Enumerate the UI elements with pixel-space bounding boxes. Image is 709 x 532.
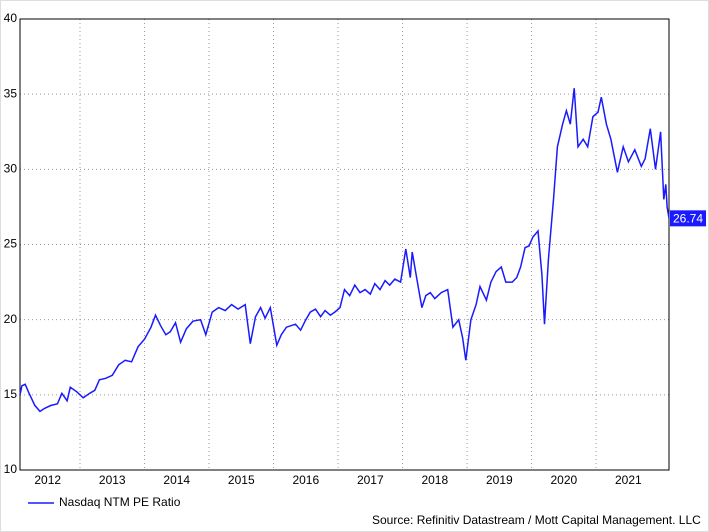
x-tick-label: 2020 bbox=[550, 473, 577, 487]
data-line bbox=[19, 88, 670, 413]
x-tick-label: 2017 bbox=[357, 473, 384, 487]
last-value-box bbox=[670, 210, 706, 227]
source-note: Source: Refinitiv Datastream / Mott Capi… bbox=[372, 513, 701, 527]
x-tick-label: 2018 bbox=[421, 473, 448, 487]
y-tick-label: 40 bbox=[4, 11, 18, 25]
plot-frame bbox=[19, 18, 670, 471]
x-tick-label: 2013 bbox=[99, 473, 126, 487]
x-tick-label: 2014 bbox=[163, 473, 190, 487]
y-tick-label: 30 bbox=[4, 162, 18, 176]
legend-label: Nasdaq NTM PE Ratio bbox=[59, 495, 181, 509]
x-tick-label: 2019 bbox=[486, 473, 513, 487]
y-tick-label: 25 bbox=[4, 237, 18, 251]
y-tick-label: 10 bbox=[4, 462, 18, 476]
x-tick-label: 2012 bbox=[34, 473, 61, 487]
y-tick-label: 35 bbox=[4, 86, 18, 100]
last-value-label: 26.74 bbox=[670, 210, 706, 227]
y-tick-label: 20 bbox=[4, 312, 18, 326]
x-tick-label: 2021 bbox=[615, 473, 642, 487]
y-tick-label: 15 bbox=[4, 387, 18, 401]
x-tick-label: 2015 bbox=[228, 473, 255, 487]
x-tick-label: 2016 bbox=[292, 473, 319, 487]
last-value-text: 26.74 bbox=[673, 212, 703, 226]
